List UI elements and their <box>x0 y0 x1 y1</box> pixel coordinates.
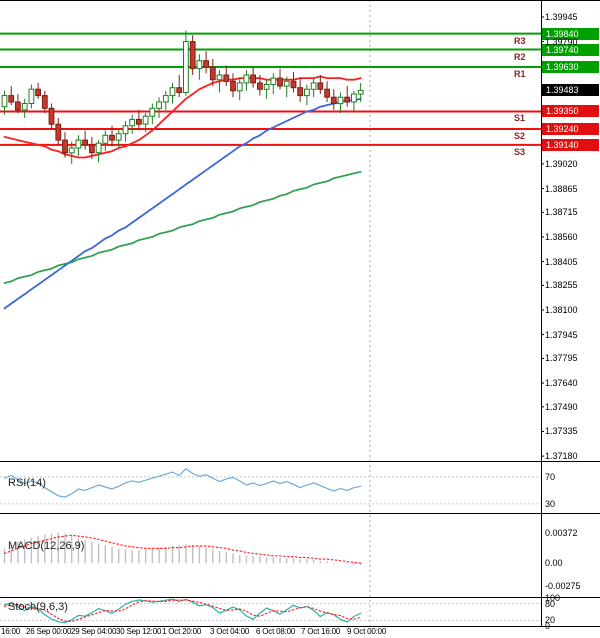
candle-body <box>115 133 122 141</box>
stoch-k-line <box>3 598 362 624</box>
candle-body <box>68 147 75 154</box>
candle-body <box>209 66 216 81</box>
candle-body <box>337 96 344 105</box>
candle-body <box>297 87 304 97</box>
macd-signal-line <box>3 534 362 564</box>
candle-body <box>15 101 21 111</box>
candle-body <box>290 80 297 89</box>
candle-body <box>102 134 109 144</box>
candle-body <box>304 88 310 97</box>
candle-body <box>324 88 331 98</box>
candle-body <box>250 74 256 84</box>
candle-body <box>41 95 48 109</box>
candle-body <box>28 88 35 104</box>
candle-body <box>1 95 8 108</box>
candle-body <box>149 107 156 117</box>
medium-ma-line <box>3 97 362 310</box>
candle-body <box>62 139 68 154</box>
candle-body <box>55 123 62 141</box>
candle-body <box>257 82 263 90</box>
candle-body <box>277 77 283 87</box>
candle-body <box>223 74 230 82</box>
candle-body <box>8 95 15 103</box>
candle-body <box>142 115 149 125</box>
candle-body <box>203 60 209 68</box>
slow-ma-line <box>3 170 362 284</box>
candle-body <box>216 74 223 81</box>
candle-body <box>243 74 250 84</box>
candle-body <box>21 103 28 111</box>
candle-body <box>169 87 176 97</box>
stoch-d-line <box>3 599 362 623</box>
candle-body <box>310 82 317 90</box>
candle-body <box>183 41 189 93</box>
candle-body <box>230 80 236 92</box>
candle-body <box>263 84 270 90</box>
candle-body <box>136 118 142 125</box>
candle-body <box>95 142 102 154</box>
candle-body <box>156 101 162 109</box>
candle-body <box>189 41 196 70</box>
candle-body <box>317 82 324 90</box>
candle-body <box>270 77 277 85</box>
fast-ma-line <box>3 75 362 159</box>
candle-body <box>129 118 136 127</box>
candle-body <box>122 125 129 135</box>
candle-body <box>82 139 88 146</box>
candle-body <box>283 80 290 87</box>
candle-body <box>344 96 351 103</box>
candle-body <box>162 95 169 103</box>
candle-body <box>176 87 183 93</box>
candle-body <box>236 82 243 92</box>
candle-body <box>89 144 95 154</box>
candle-body <box>109 134 115 141</box>
rsi-line <box>3 468 362 498</box>
candle-body <box>357 89 364 95</box>
candle-body <box>196 60 203 70</box>
candle-body <box>75 139 82 149</box>
candle-body <box>35 88 42 97</box>
candle-body <box>330 96 337 105</box>
candle-body <box>351 93 357 103</box>
candle-body <box>48 107 55 125</box>
